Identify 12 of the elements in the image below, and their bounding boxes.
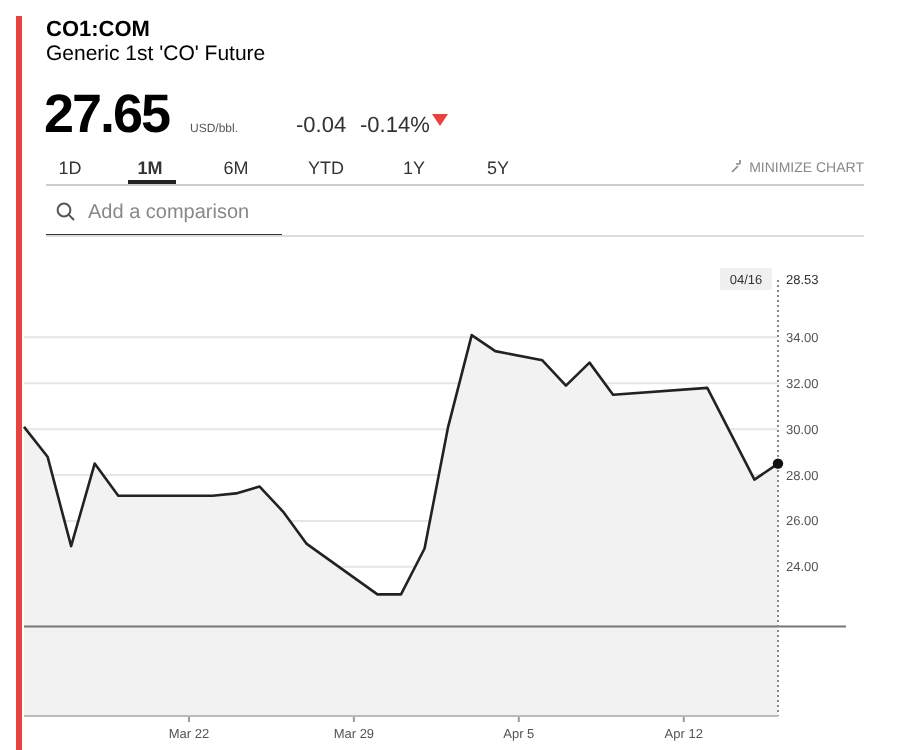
- text: -0.04: [296, 114, 347, 138]
- chart-subtitle: Generic 1st 'CO' Future: [46, 42, 266, 66]
- text: 5Y: [486, 158, 510, 178]
- text: 1M: [137, 158, 163, 178]
- text: Add a comparison: [88, 202, 250, 224]
- text: 1D: [58, 158, 83, 178]
- chart-title: CO1:COM: [46, 18, 150, 42]
- text: YTD: [308, 158, 345, 178]
- text: 27.65: [44, 84, 172, 144]
- text: 1Y: [402, 158, 426, 178]
- text: 6M: [223, 158, 249, 178]
- text: -0.14%: [360, 114, 431, 138]
